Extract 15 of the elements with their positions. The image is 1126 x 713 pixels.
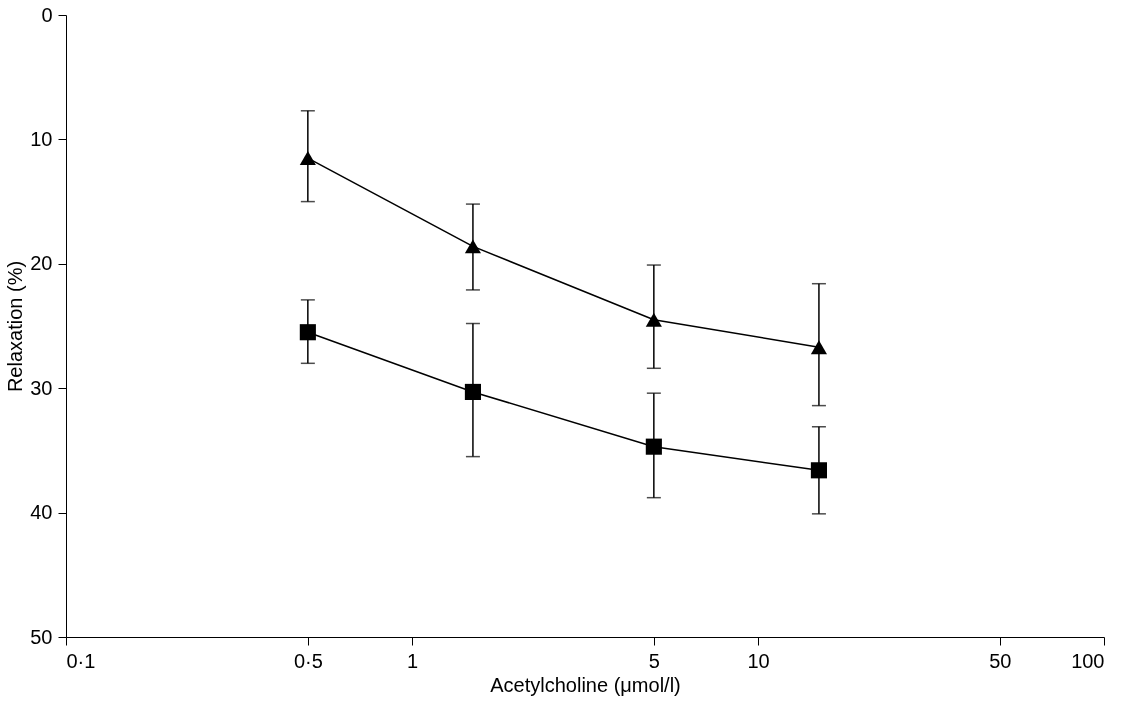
x-tick-label: 0·5: [293, 649, 323, 672]
y-tick-label: 30: [30, 376, 53, 399]
x-tick-label: 5: [648, 649, 660, 672]
y-tick-label: 20: [30, 252, 53, 275]
y-tick-label: 0: [41, 3, 53, 26]
x-tick-label: 0·1: [66, 649, 96, 672]
y-tick-label: 10: [30, 127, 53, 150]
y-tick-label: 50: [30, 625, 53, 648]
y-tick-label: 40: [30, 501, 53, 524]
x-tick-label: 10: [747, 649, 770, 672]
x-axis-title: Acetylcholine (μmol/l): [490, 673, 681, 696]
x-tick-label: 100: [1071, 649, 1105, 672]
y-axis-title: Relaxation (%): [4, 260, 27, 393]
x-tick-label: 50: [989, 649, 1012, 672]
x-tick-label: 1: [406, 649, 419, 672]
